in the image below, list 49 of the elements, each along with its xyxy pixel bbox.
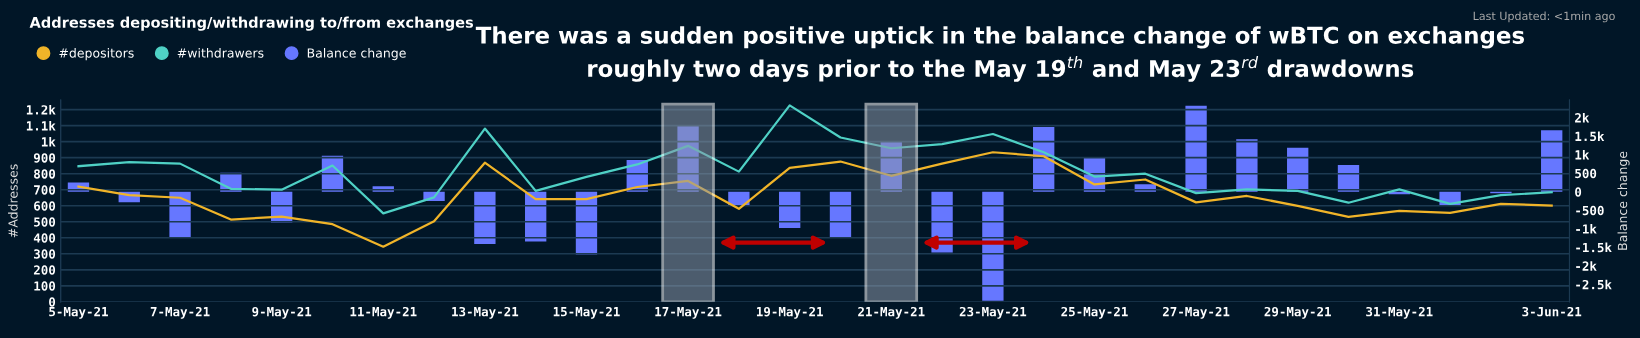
legend-label: #withdrawers — [177, 48, 264, 58]
text: Last Updated: <1min ago — [1473, 11, 1615, 23]
x-tick-label: 27-May-21 — [1162, 306, 1230, 319]
line-series — [77, 151, 1553, 248]
x-tick-label: 25-May-21 — [1061, 306, 1128, 319]
bar — [474, 191, 496, 245]
y-tick-label: 400 — [33, 233, 56, 243]
y2-tick-label: -2k — [1576, 261, 1597, 271]
y-tick-label: 100 — [34, 281, 56, 291]
x-tick-label: 23-May-21 — [959, 306, 1027, 319]
y2-axis-title: Balance change — [1617, 151, 1630, 250]
y-tick-label: 1k — [41, 136, 56, 147]
y-tick-label: 600 — [34, 201, 56, 211]
x-tick-label: 9-May-21 — [252, 306, 312, 319]
y2-tick-label: -1.5k — [1576, 242, 1612, 253]
y2-tick-label: 1k — [1575, 149, 1590, 160]
y2-tick-label: 0 — [1575, 187, 1582, 197]
y-tick-label: 500 — [34, 217, 56, 227]
legend-label: #depositors — [59, 48, 134, 61]
x-tick-label: 29-May-21 — [1264, 306, 1331, 319]
y-tick-label: 900 — [33, 153, 56, 163]
y2-tick-label: -500 — [1576, 205, 1604, 216]
x-tick-label: 11-May-21 — [350, 306, 417, 319]
x-tick-label: 7-May-21 — [150, 306, 210, 319]
y2-tick-label: -2.5k — [1576, 279, 1612, 290]
y2-tick-label: 2k — [1575, 112, 1590, 123]
y-tick-label: 1.2k — [26, 104, 56, 115]
x-tick-label: 3-Jun-21 — [1522, 306, 1582, 317]
y-tick-label: 0 — [49, 297, 56, 307]
line-series — [77, 104, 1553, 215]
x-tick-label: 15-May-21 — [553, 306, 620, 319]
legend-label: Balance change — [307, 48, 406, 61]
x-tick-label: 5-May-21 — [49, 306, 108, 319]
y-tick-label: 300 — [34, 249, 56, 259]
y2-tick-label: 500 — [1575, 168, 1597, 179]
y-tick-label: 200 — [33, 265, 56, 275]
x-tick-label: 21-May-21 — [858, 306, 925, 319]
x-tick-label: 17-May-21 — [655, 306, 722, 319]
y2-tick-label: 1.5k — [1575, 131, 1605, 142]
y-axis-title: #Addresses — [8, 164, 18, 238]
y-tick-label: 800 — [34, 169, 56, 179]
y-tick-label: 700 — [34, 185, 56, 195]
x-tick-label: 13-May-21 — [452, 306, 519, 319]
chart-subtitle: There was a sudden positive uptick in the balance change of wBTC on exchanges roughly two days prior to the May 19$^{th}$ and May 23$^{rd}$ drawdowns — [475, 26, 1525, 82]
x-tick-label: 31-May-21 — [1366, 306, 1433, 319]
chart-title: Addresses depositing/withdrawing to/from exchanges — [29, 16, 474, 31]
y2-tick-label: -1k — [1576, 224, 1597, 234]
x-tick-label: 19-May-21 — [756, 306, 823, 319]
y-tick-label: 1.1k — [26, 120, 56, 131]
